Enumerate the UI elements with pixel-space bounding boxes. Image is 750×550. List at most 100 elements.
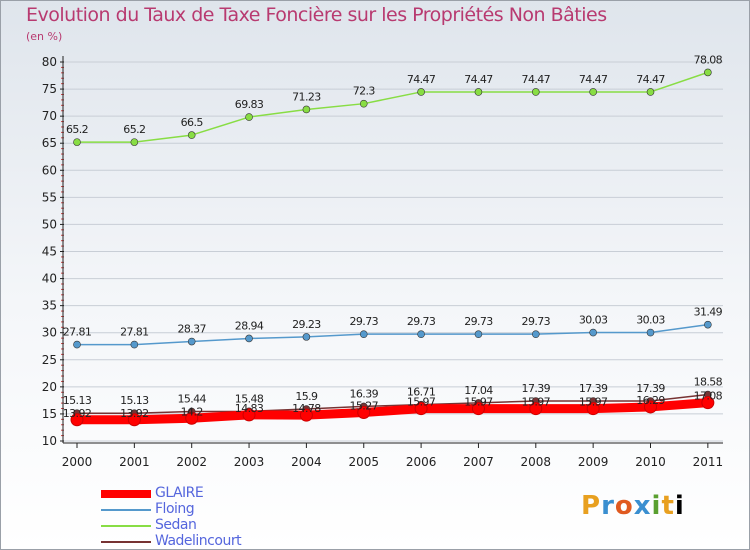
data-point [130,340,139,349]
data-point [245,113,253,121]
legend-swatch [101,509,151,511]
data-point [357,405,371,419]
data-point [187,337,196,346]
data-label: 74.47 [464,73,493,86]
y-tick-label: 25 [42,353,57,367]
data-label: 15.48 [235,392,264,405]
data-label: 78.08 [694,53,723,66]
y-tick-label: 80 [42,55,57,69]
data-point [586,402,600,416]
data-label: 15.13 [120,394,149,407]
data-label: 30.03 [579,314,608,327]
data-label: 27.81 [120,326,149,339]
data-label: 15.9 [295,390,318,403]
data-label: 27.81 [63,326,92,339]
data-label: 74.47 [636,73,665,86]
legend-swatch [101,541,151,543]
y-tick-label: 50 [42,217,57,231]
legend-label: Wadelincourt [155,533,242,549]
data-label: 16.29 [636,394,665,407]
data-point [589,88,597,96]
data-label: 72.3 [353,85,376,98]
data-point [704,320,712,329]
x-tick-label: 2003 [234,455,265,469]
data-label: 74.47 [407,73,436,86]
series-line-wadelincourt [76,393,709,414]
data-point [529,402,543,416]
x-tick-label: 2001 [119,455,150,469]
data-label: 29.73 [350,315,379,328]
data-label: 28.37 [177,323,206,336]
data-point [704,68,712,77]
y-tick-label: 40 [42,272,57,286]
data-label: 15.13 [63,394,92,407]
data-label: 65.2 [123,123,145,136]
proxiti-logo: Proxiti [581,491,685,521]
legend-label: Floing [155,501,195,517]
data-point [474,330,483,338]
data-point [644,400,657,414]
data-label: 74.47 [579,73,608,86]
x-tick-label: 2007 [463,455,494,469]
data-point [589,328,597,337]
data-label: 29.73 [522,315,551,328]
data-point [474,88,483,96]
x-tick-label: 2008 [521,455,552,469]
data-point [414,402,428,416]
x-tick-label: 2011 [693,455,724,469]
data-label: 17.04 [464,384,493,397]
data-label: 66.5 [181,116,204,129]
data-point [130,138,139,146]
data-label: 15.97 [407,396,436,409]
x-tick-label: 2004 [291,455,322,469]
x-tick-label: 2002 [176,455,207,469]
data-label: 17.39 [522,382,551,395]
data-label: 29.73 [464,315,493,328]
data-point [531,88,540,96]
data-label: 18.58 [694,376,723,389]
data-point [471,402,485,416]
data-label: 29.23 [292,318,321,331]
data-point [299,408,313,422]
data-label: 14.78 [292,402,321,415]
data-point [417,330,425,338]
legend-swatch [101,525,151,527]
data-point [187,131,196,139]
data-label: 13.92 [120,407,149,420]
y-tick-label: 30 [42,326,57,340]
data-point [245,334,253,343]
x-tick-label: 2010 [635,455,666,469]
legend-label: Sedan [155,517,197,533]
y-tick-label: 75 [42,82,57,96]
x-tick-label: 2005 [348,455,379,469]
data-label: 17.39 [579,382,608,395]
data-label: 14.83 [235,402,264,415]
data-label: 16.71 [407,386,436,399]
y-tick-label: 65 [42,136,57,150]
y-tick-label: 15 [42,407,57,421]
data-label: 15.97 [464,396,493,409]
x-tick-label: 2006 [406,455,437,469]
data-point [646,328,655,337]
data-point [185,411,199,425]
data-label: 65.2 [66,123,88,136]
data-label: 74.47 [522,73,551,86]
data-label: 15.97 [579,396,608,409]
y-tick-label: 55 [42,190,57,204]
series-line-glaire [72,398,713,425]
series-line-sedan [76,71,709,143]
data-label: 30.03 [636,314,665,327]
x-tick-label: 2000 [62,455,93,469]
data-label: 15.44 [177,393,206,406]
y-tick-label: 20 [42,380,57,394]
y-tick-label: 45 [42,245,57,259]
data-label: 13.92 [63,407,92,420]
data-label: 29.73 [407,315,436,328]
data-point [127,413,141,427]
data-label: 28.94 [235,319,264,332]
y-tick-label: 70 [42,109,57,123]
data-point [242,408,256,422]
data-label: 14.2 [181,405,203,418]
x-tick-label: 2009 [578,455,609,469]
